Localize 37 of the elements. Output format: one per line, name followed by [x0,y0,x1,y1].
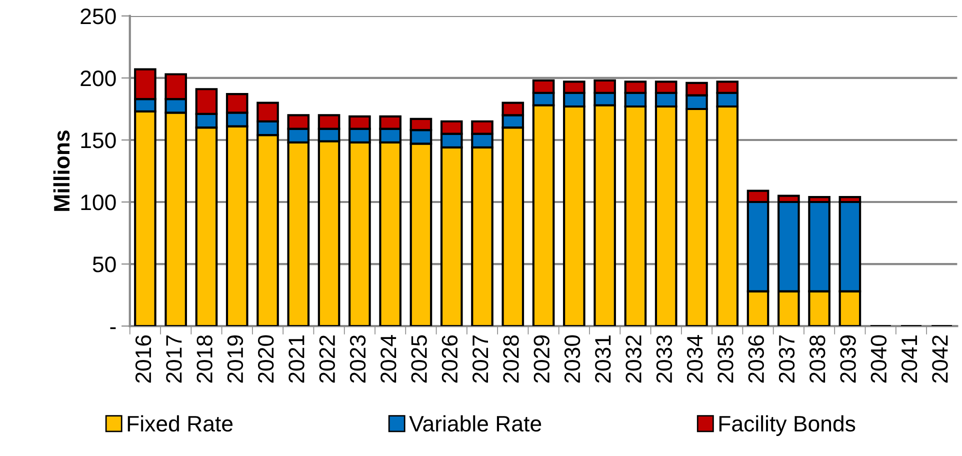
x-tick-label: 2017 [166,335,182,383]
y-tick-label: - [110,327,116,330]
x-tick-label: 2033 [656,335,672,383]
x-tick-label: 2018 [196,335,212,383]
x-tick-label: 2022 [319,335,336,383]
x-tick-label: 2040 [870,335,887,383]
legend-label: Variable Rate [409,415,542,432]
x-tick-label: 2026 [442,335,458,383]
y-tick-label: 150 [81,132,116,148]
legend-label: Facility Bonds [719,415,856,436]
legend-label: Fixed Rate [128,415,233,432]
x-tick-label: 2019 [227,335,244,383]
y-tick-label: 100 [81,194,116,210]
x-tick-label: 2030 [564,335,580,383]
x-tick-label: 2042 [932,335,948,383]
x-tick-label: 2027 [472,335,488,383]
x-tick-label: 2038 [810,335,826,383]
x-tick-label: 2023 [350,335,366,383]
x-tick-label: 2029 [534,335,550,383]
x-tick-label: 2024 [380,335,396,383]
y-tick-label: 50 [92,256,116,272]
x-tick-label: 2025 [411,335,427,383]
x-tick-label: 2039 [840,335,856,383]
x-tick-label: 2016 [135,335,152,383]
x-tick-label: 2021 [288,335,304,383]
x-tick-label: 2041 [901,335,918,383]
y-tick-label: 200 [80,70,116,86]
y-tick-label: 250 [80,8,116,24]
x-tick-label: 2035 [718,335,734,383]
x-tick-label: 2032 [626,335,642,383]
x-tick-label: 2037 [778,335,795,383]
x-tick-label: 2020 [258,335,274,383]
y-axis-title: Millions [53,130,70,211]
x-tick-label: 2031 [595,335,611,383]
x-tick-label: 2034 [686,335,703,383]
x-tick-label: 2036 [748,335,764,383]
x-tick-label: 2028 [503,335,519,383]
